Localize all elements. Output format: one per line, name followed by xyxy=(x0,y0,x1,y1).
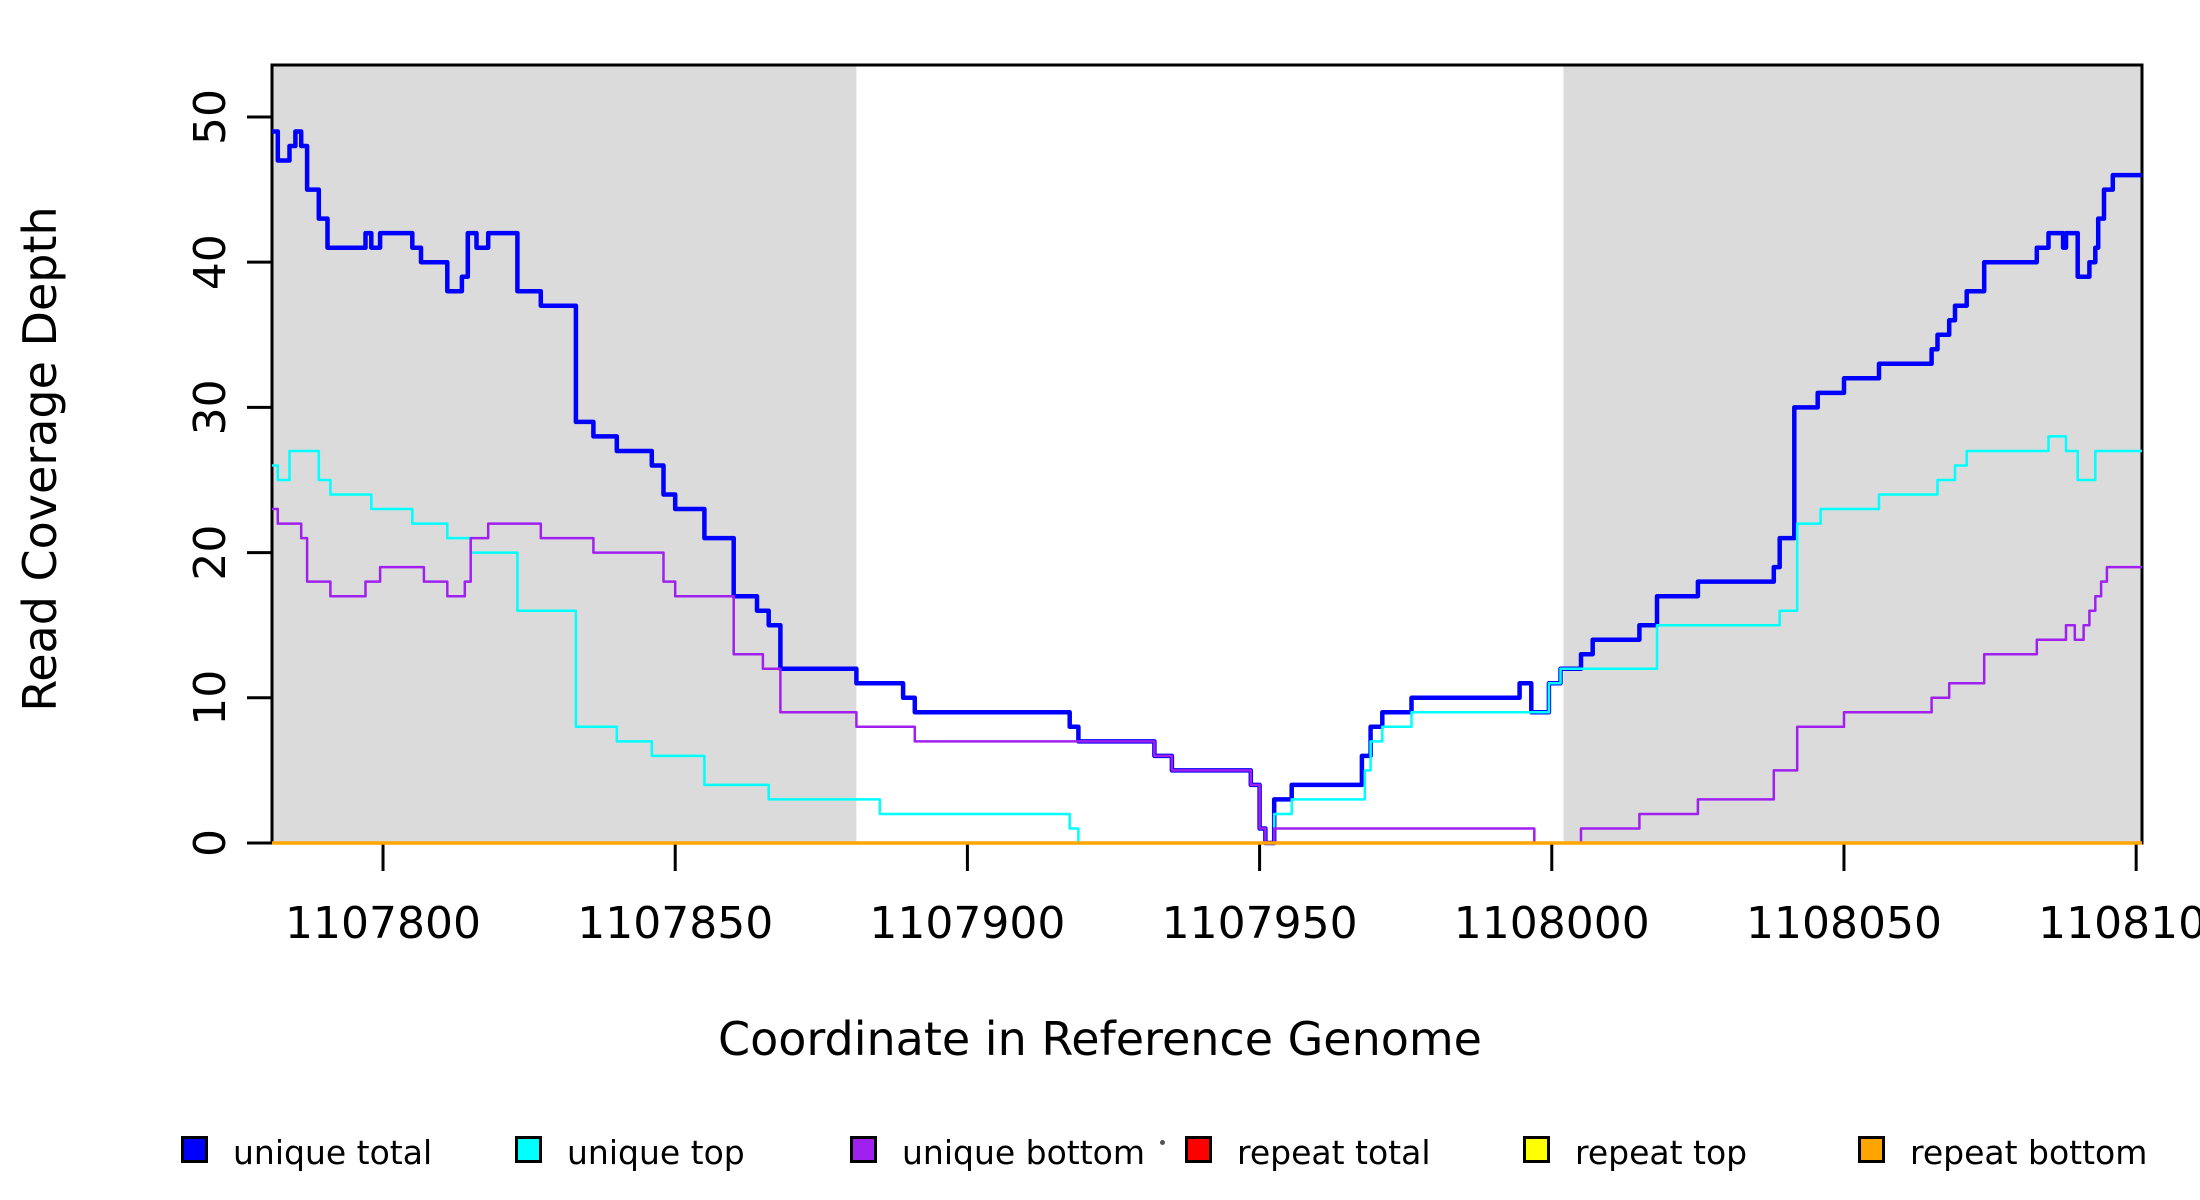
y-tick-label: 50 xyxy=(185,89,236,145)
left-gray-region xyxy=(272,65,857,843)
x-tick-label: 1107950 xyxy=(1162,898,1358,949)
legend-swatch-unique-total xyxy=(181,1136,208,1163)
legend-label: unique top xyxy=(567,1133,745,1172)
artifact-dot xyxy=(1160,1140,1165,1145)
legend-label: repeat bottom xyxy=(1910,1133,2148,1172)
y-tick-label: 10 xyxy=(185,670,236,726)
legend-label: unique total xyxy=(233,1133,433,1172)
legend-label: repeat top xyxy=(1575,1133,1748,1172)
series-unique-top xyxy=(272,435,2142,845)
legend-swatch-repeat-bottom xyxy=(1858,1136,1885,1163)
x-tick-label: 1107900 xyxy=(869,898,1065,949)
legend-label: unique bottom xyxy=(902,1133,1146,1172)
legend-swatch-unique-top xyxy=(515,1136,542,1163)
x-tick-label: 1107850 xyxy=(577,898,773,949)
x-axis-title: Coordinate in Reference Genome xyxy=(718,1012,1482,1066)
x-tick-label: 1108000 xyxy=(1454,898,1650,949)
y-tick-label: 40 xyxy=(185,234,236,290)
legend-swatch-unique-bottom xyxy=(850,1136,877,1163)
x-tick-label: 1107800 xyxy=(285,898,481,949)
legend-label: repeat total xyxy=(1237,1133,1431,1172)
legend-swatch-repeat-top xyxy=(1523,1136,1550,1163)
series-unique-bottom xyxy=(272,507,2142,845)
y-tick-label: 0 xyxy=(185,829,236,857)
legend-swatch-repeat-total xyxy=(1185,1136,1212,1163)
y-tick-label: 20 xyxy=(185,525,236,581)
y-axis-title: Read Coverage Depth xyxy=(13,206,67,712)
right-gray-region xyxy=(1563,65,2142,843)
x-tick-label: 1108050 xyxy=(1746,898,1942,949)
y-tick-label: 30 xyxy=(185,379,236,435)
